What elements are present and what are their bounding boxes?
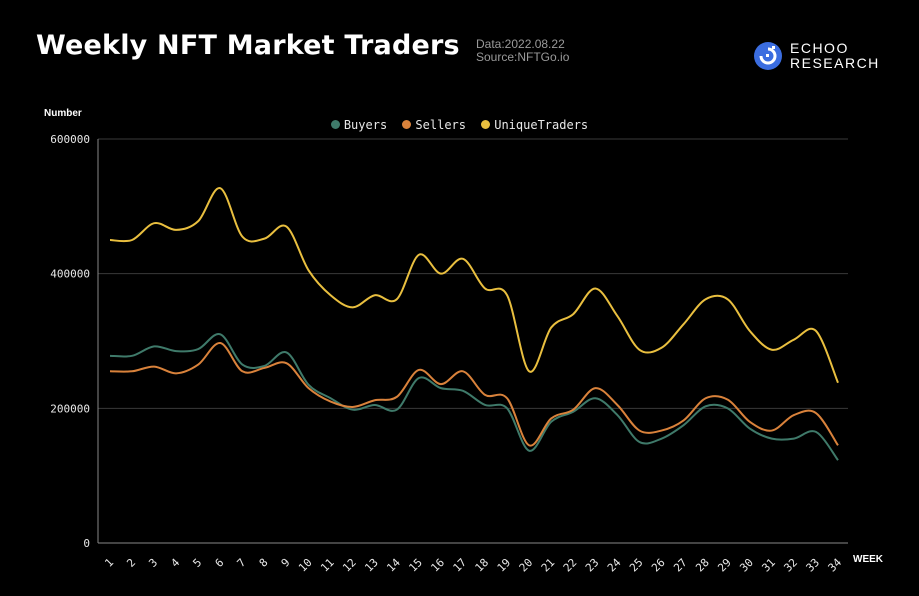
x-tick-label: 2 <box>124 556 138 570</box>
x-tick-label: 9 <box>279 556 293 570</box>
y-tick-label: 400000 <box>50 268 90 281</box>
x-tick-label: 8 <box>257 556 271 570</box>
x-tick-label: 28 <box>693 556 712 575</box>
x-tick-label: 30 <box>737 556 756 575</box>
x-tick-label: 4 <box>168 556 182 570</box>
y-axis-label: Number <box>44 108 82 119</box>
chart-date: Data:2022.08.22 <box>476 37 565 51</box>
x-tick-label: 11 <box>318 556 337 575</box>
legend-swatch-buyers <box>330 120 340 129</box>
x-tick-label: 19 <box>495 556 514 575</box>
x-tick-label: 18 <box>473 556 492 575</box>
x-tick-label: 29 <box>715 556 734 575</box>
logo-text: ECHOO RESEARCH <box>790 41 880 71</box>
chart-source: Source:NFTGo.io <box>476 50 570 64</box>
echoo-research-logo: ECHOO RESEARCH <box>752 40 882 74</box>
chart-meta: Data:2022.08.22 Source:NFTGo.io <box>476 38 569 64</box>
x-tick-label: 7 <box>235 556 249 570</box>
legend-label-uniquetraders: UniqueTraders <box>494 118 589 132</box>
legend-swatch-uniquetraders <box>481 120 491 129</box>
y-tick-label: 600000 <box>50 133 90 146</box>
legend-label-sellers: Sellers <box>415 118 466 132</box>
x-tick-label: 23 <box>583 556 602 575</box>
legend-swatch-sellers <box>402 120 412 129</box>
legend-item-uniquetraders[interactable]: UniqueTraders <box>481 118 588 132</box>
y-tick-label: 200000 <box>50 402 90 415</box>
x-tick-label: 14 <box>384 556 403 575</box>
x-tick-label: 13 <box>362 556 381 575</box>
legend-item-buyers[interactable]: Buyers <box>330 118 388 132</box>
x-tick-label: 3 <box>146 556 160 570</box>
x-tick-label: 16 <box>428 556 447 575</box>
x-tick-label: 22 <box>561 556 580 575</box>
x-tick-label: 32 <box>781 556 800 575</box>
x-tick-label: 26 <box>649 556 668 575</box>
logo-text-line1: ECHOO <box>790 40 849 56</box>
x-tick-label: 27 <box>671 556 690 575</box>
chart-legend: Buyers Sellers UniqueTraders <box>0 118 919 132</box>
logo-text-line2: RESEARCH <box>790 55 880 71</box>
x-tick-label: 20 <box>517 556 536 575</box>
x-tick-label: 31 <box>759 556 778 575</box>
legend-label-buyers: Buyers <box>343 118 388 132</box>
x-tick-label: 5 <box>190 556 204 570</box>
x-tick-label: 17 <box>451 556 470 575</box>
y-tick-label: 0 <box>83 537 90 550</box>
legend-item-sellers[interactable]: Sellers <box>402 118 466 132</box>
x-tick-label: 12 <box>340 556 359 575</box>
series-line-sellers <box>109 342 839 447</box>
x-tick-label: 24 <box>605 556 624 575</box>
series-line-uniquetraders <box>109 187 839 384</box>
chart-title: Weekly NFT Market Traders <box>36 30 460 61</box>
x-tick-label: 10 <box>296 556 315 575</box>
echoo-logo-icon <box>754 42 782 70</box>
x-tick-label: 1 <box>102 556 116 570</box>
x-tick-label: 25 <box>627 556 646 575</box>
x-axis-label: WEEK <box>853 554 883 565</box>
x-tick-label: 34 <box>826 556 845 575</box>
series-line-buyers <box>109 333 839 461</box>
x-tick-label: 33 <box>803 556 822 575</box>
x-tick-label: 21 <box>539 556 558 575</box>
x-tick-label: 15 <box>406 556 425 575</box>
x-tick-label: 6 <box>213 556 227 570</box>
